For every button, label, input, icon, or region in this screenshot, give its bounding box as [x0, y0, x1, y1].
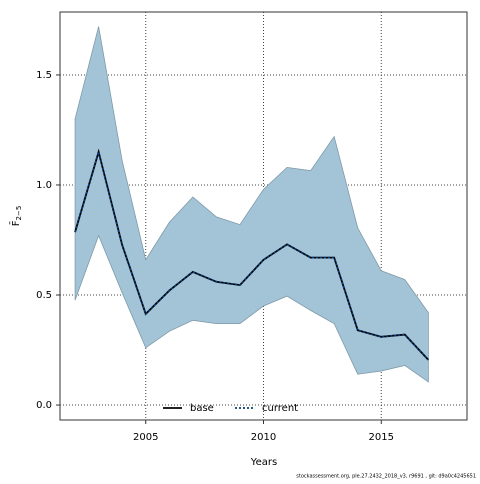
x-tick-label: 2015	[369, 432, 394, 443]
footnote: stockassessment.org, ple.27.2432_2018_v3…	[296, 474, 476, 480]
y-tick-label: 0.5	[36, 290, 52, 301]
confidence-band	[74, 26, 429, 383]
y-label-sub: 2−5	[15, 206, 23, 221]
legend-label: base	[190, 403, 214, 414]
series-line	[74, 148, 430, 361]
legend-label: current	[262, 403, 298, 414]
y-label-main: F̄	[9, 220, 22, 226]
x-tick-label: 2010	[251, 432, 276, 443]
y-axis-label: F̄2−5	[9, 206, 23, 227]
y-tick-label: 1.0	[36, 180, 52, 191]
y-tick-label: 1.5	[36, 70, 52, 81]
x-axis-label: Years	[250, 457, 277, 468]
y-tick-label: 0.0	[36, 400, 52, 411]
x-tick-label: 2005	[133, 432, 158, 443]
